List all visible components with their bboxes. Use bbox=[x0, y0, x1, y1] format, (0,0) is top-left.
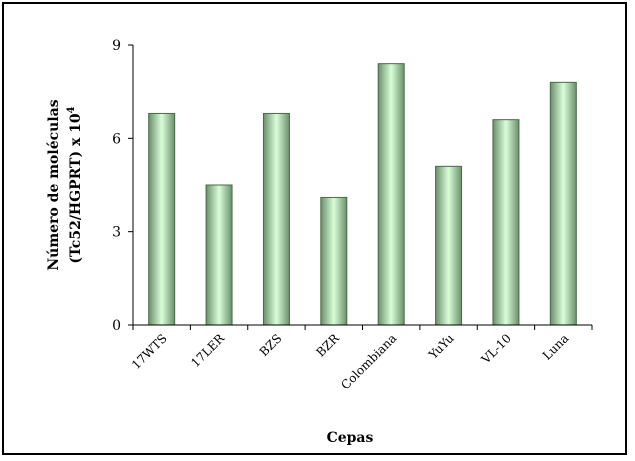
bar-bzs bbox=[262, 112, 290, 326]
y-tick-label: 0 bbox=[112, 318, 121, 334]
bar-yuyu bbox=[435, 165, 463, 326]
chart-frame bbox=[2, 2, 627, 455]
bar-luna bbox=[549, 81, 577, 326]
x-tick-label: BZS bbox=[257, 331, 285, 359]
y-tick-label: 6 bbox=[112, 131, 121, 147]
x-tick-label: 17WTS bbox=[129, 331, 170, 372]
y-tick-label: 3 bbox=[112, 225, 121, 241]
bar-17ler bbox=[205, 184, 233, 326]
y-axis-title-line2: (Tc52/HGPRT) x 104 bbox=[66, 106, 84, 263]
bar-17wts bbox=[148, 112, 176, 326]
y-tick-label: 9 bbox=[112, 38, 121, 54]
x-tick-label: Colombiana bbox=[338, 331, 399, 392]
x-tick-label: 17LER bbox=[188, 331, 228, 371]
y-axis-title-line2-text: (Tc52/HGPRT) x 10 bbox=[68, 113, 84, 264]
bar-bzr bbox=[320, 196, 348, 326]
bar-vl-10 bbox=[492, 119, 520, 326]
bar-colombiana bbox=[377, 63, 405, 326]
x-tick-label: Luna bbox=[540, 331, 572, 363]
x-axis-title: Cepas bbox=[327, 430, 374, 446]
x-tick-label: BZR bbox=[314, 331, 343, 360]
x-tick-label: VL-10 bbox=[478, 331, 514, 367]
y-axis-title-line1: Número de moléculas bbox=[46, 99, 62, 270]
y-axis-title-exponent: 4 bbox=[66, 106, 77, 113]
x-tick-label: YuYu bbox=[425, 331, 456, 362]
